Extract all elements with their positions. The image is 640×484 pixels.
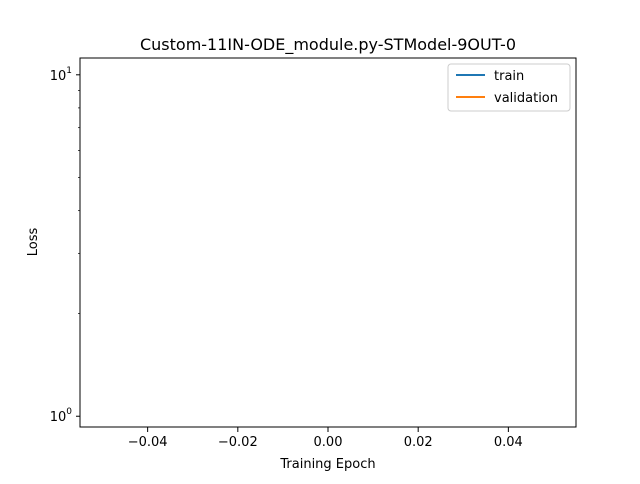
x-tick-label: 0.00 <box>314 435 343 450</box>
x-tick-label: 0.04 <box>494 435 523 450</box>
x-tick-label: −0.02 <box>218 435 258 450</box>
y-tick-label: 100 <box>50 407 73 425</box>
x-axis: −0.04 −0.02 0.00 0.02 0.04 <box>128 427 523 450</box>
x-tick-label: 0.02 <box>404 435 433 450</box>
x-tick-label: −0.04 <box>128 435 168 450</box>
legend-label-train: train <box>494 69 524 84</box>
y-tick-label: 101 <box>50 66 72 84</box>
plot-area-frame <box>79 57 577 428</box>
x-axis-label: Training Epoch <box>279 457 375 472</box>
y-axis: 100 101 <box>50 66 80 425</box>
y-axis-label: Loss <box>26 228 41 257</box>
legend-label-validation: validation <box>494 91 558 106</box>
legend: train validation <box>447 63 571 112</box>
chart-title: Custom-11IN-ODE_module.py-STModel-9OUT-0 <box>140 35 516 55</box>
